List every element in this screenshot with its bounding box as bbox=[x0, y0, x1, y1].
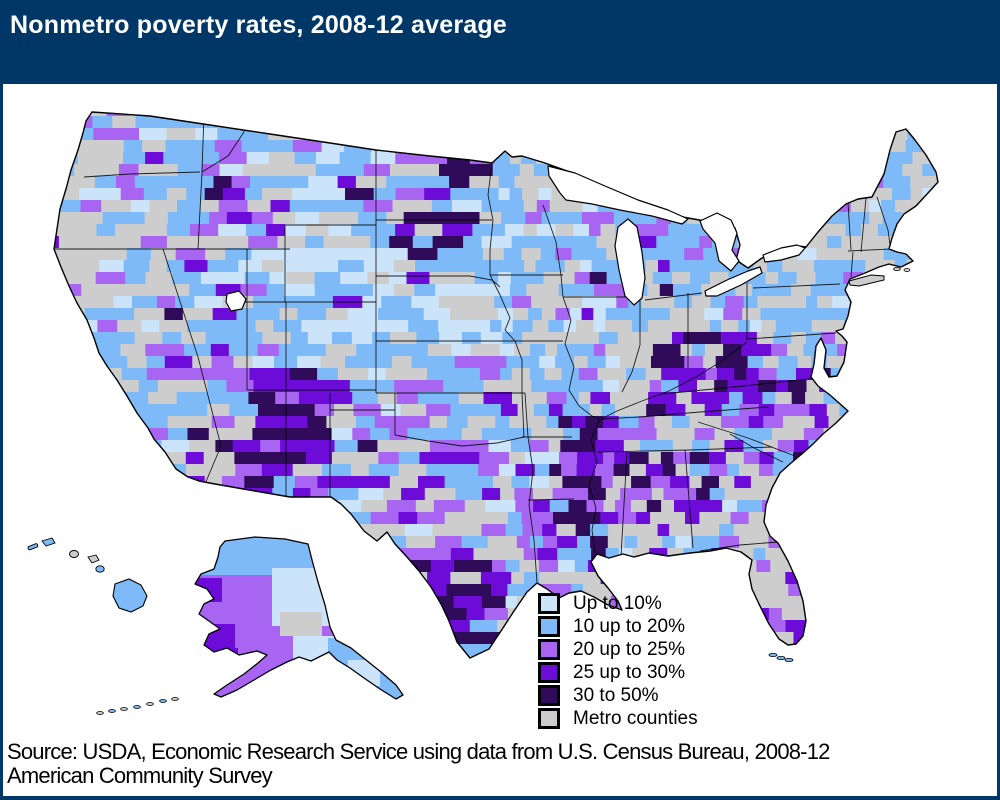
source-note: Source: USDA, Economic Research Service … bbox=[7, 740, 830, 788]
page-title: Nonmetro poverty rates, 2008-12 average bbox=[10, 11, 507, 39]
legend-item: 20 up to 25% bbox=[538, 638, 698, 661]
legend-label: 25 up to 30% bbox=[573, 661, 685, 683]
legend-swatch-up-to-10 bbox=[538, 593, 560, 614]
legend-swatch-metro bbox=[538, 708, 560, 729]
map-legend: Up to 10% 10 up to 20% 20 up to 25% 25 u… bbox=[538, 592, 698, 730]
legend-swatch-10-20 bbox=[538, 616, 560, 637]
legend-label: 30 to 50% bbox=[573, 684, 659, 706]
legend-swatch-20-25 bbox=[538, 639, 560, 660]
legend-item: Up to 10% bbox=[538, 592, 698, 615]
legend-label: 10 up to 20% bbox=[573, 615, 685, 637]
legend-item: 30 to 50% bbox=[538, 684, 698, 707]
legend-label: Up to 10% bbox=[573, 592, 662, 614]
source-line-1: Source: USDA, Economic Research Service … bbox=[7, 739, 830, 764]
legend-label: Metro counties bbox=[573, 707, 698, 729]
legend-swatch-25-30 bbox=[538, 662, 560, 683]
map-panel: Up to 10% 10 up to 20% 20 up to 25% 25 u… bbox=[0, 84, 1000, 800]
legend-item: 25 up to 30% bbox=[538, 661, 698, 684]
legend-label: 20 up to 25% bbox=[573, 638, 685, 660]
legend-swatch-30-50 bbox=[538, 685, 560, 706]
legend-item: 10 up to 20% bbox=[538, 615, 698, 638]
legend-item: Metro counties bbox=[538, 707, 698, 730]
source-line-2: American Community Survey bbox=[7, 763, 273, 788]
title-bar: Nonmetro poverty rates, 2008-12 average bbox=[0, 0, 1000, 84]
